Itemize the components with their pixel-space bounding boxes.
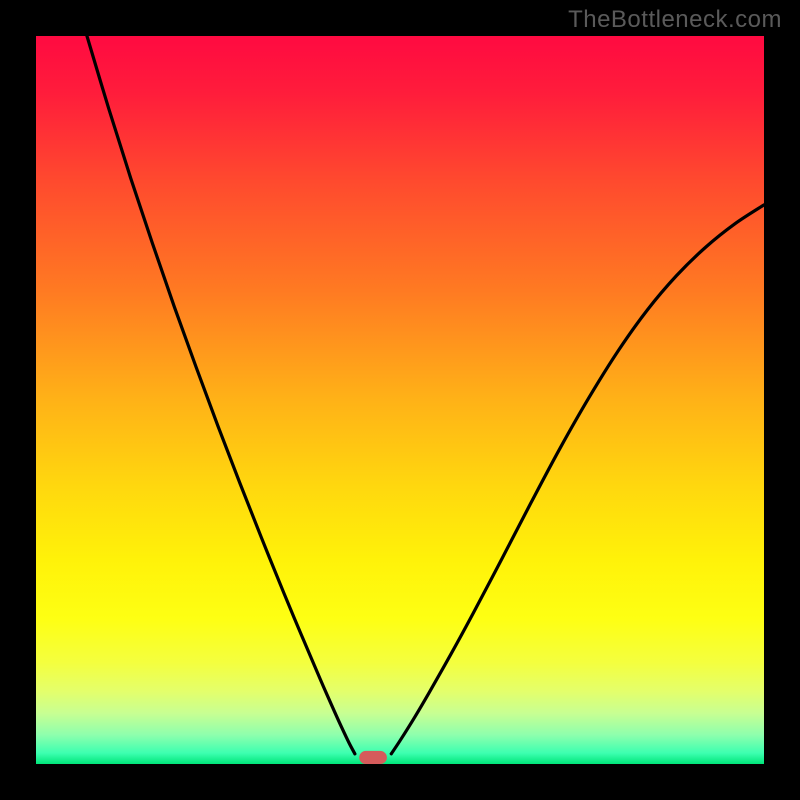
watermark-text: TheBottleneck.com [568, 6, 782, 34]
chart-frame: TheBottleneck.com [0, 0, 800, 800]
chart-svg [36, 36, 764, 764]
chart-background [36, 36, 764, 764]
marker-group [359, 751, 387, 764]
marker-optimal-point [359, 751, 387, 764]
plot-area [36, 36, 764, 764]
